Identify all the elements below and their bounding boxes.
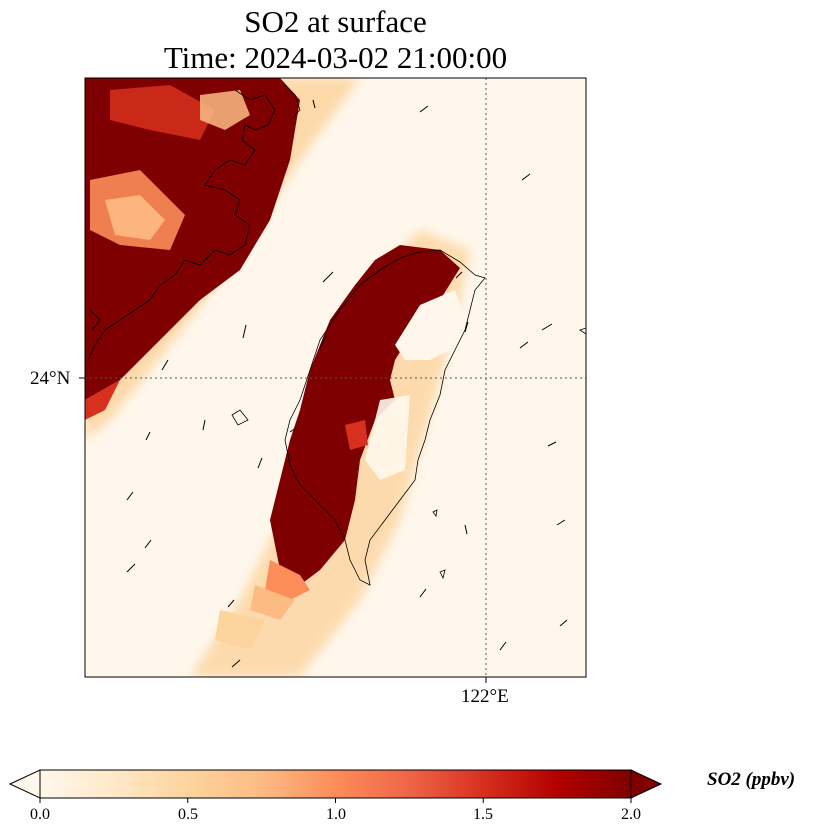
colorbar-max-extend (630, 769, 663, 799)
colorbar-tick-label: 0.0 (30, 806, 50, 823)
colorbar-min-extend (8, 769, 41, 799)
map-time: Time: 2024-03-02 21:00:00 (163, 40, 508, 75)
colorbar-tick-label: 0.5 (178, 806, 198, 823)
colorbar-gradient (39, 769, 632, 799)
colorbar (8, 769, 663, 803)
colorbar-tick-label: 2.0 (621, 806, 641, 823)
colorbar-title: SO2 (ppbv) (707, 769, 796, 790)
so2-field (85, 78, 470, 677)
wind-vectors (126, 99, 568, 668)
colorbar-tick-label: 1.0 (326, 806, 346, 823)
lat-tick-label: 24°N (30, 368, 71, 389)
map-title: SO2 at surface (244, 4, 427, 39)
lon-tick-label: 122°E (461, 686, 509, 707)
colorbar-tick-label: 1.5 (473, 806, 493, 823)
so2-map (79, 77, 587, 683)
coastlines (87, 84, 586, 586)
map-frame (84, 77, 587, 678)
